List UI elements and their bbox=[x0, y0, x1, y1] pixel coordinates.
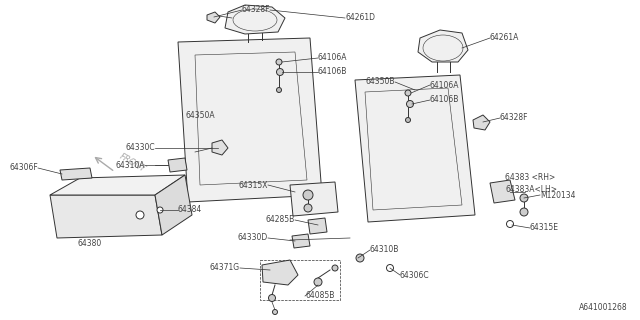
Text: 64330C: 64330C bbox=[125, 143, 155, 153]
Circle shape bbox=[387, 265, 394, 271]
Circle shape bbox=[136, 211, 144, 219]
Text: 64350A: 64350A bbox=[185, 110, 214, 119]
Circle shape bbox=[520, 194, 528, 202]
Polygon shape bbox=[290, 182, 338, 216]
Text: 64285B: 64285B bbox=[266, 215, 295, 225]
Polygon shape bbox=[308, 218, 327, 234]
Text: 64350B: 64350B bbox=[365, 77, 395, 86]
Text: 64315X: 64315X bbox=[239, 180, 268, 189]
Circle shape bbox=[273, 309, 278, 315]
Circle shape bbox=[406, 117, 410, 123]
Text: 64383 <RH>: 64383 <RH> bbox=[505, 173, 556, 182]
Polygon shape bbox=[60, 168, 92, 180]
Polygon shape bbox=[292, 234, 310, 248]
Text: FRONT: FRONT bbox=[118, 152, 147, 174]
Polygon shape bbox=[168, 158, 187, 172]
Circle shape bbox=[303, 190, 313, 200]
Text: 64384: 64384 bbox=[178, 205, 202, 214]
Circle shape bbox=[520, 208, 528, 216]
Circle shape bbox=[304, 204, 312, 212]
Text: 64328F: 64328F bbox=[500, 114, 529, 123]
Polygon shape bbox=[50, 195, 162, 238]
Text: 64306F: 64306F bbox=[9, 164, 38, 172]
Text: 64106A: 64106A bbox=[430, 81, 460, 90]
Text: 64085B: 64085B bbox=[305, 292, 334, 300]
Text: M120134: M120134 bbox=[540, 190, 575, 199]
Text: 64310A: 64310A bbox=[115, 161, 145, 170]
Text: 64371G: 64371G bbox=[210, 263, 240, 273]
Circle shape bbox=[276, 59, 282, 65]
Text: 64261A: 64261A bbox=[490, 34, 520, 43]
Circle shape bbox=[276, 87, 282, 92]
Text: 64106B: 64106B bbox=[318, 68, 348, 76]
Polygon shape bbox=[50, 175, 185, 195]
Text: 64310B: 64310B bbox=[370, 245, 399, 254]
Circle shape bbox=[314, 278, 322, 286]
Polygon shape bbox=[178, 38, 322, 202]
Text: 64261D: 64261D bbox=[345, 13, 375, 22]
Text: 64328F: 64328F bbox=[242, 5, 271, 14]
Text: 64306C: 64306C bbox=[400, 270, 429, 279]
Text: A641001268: A641001268 bbox=[579, 303, 628, 312]
Circle shape bbox=[506, 220, 513, 228]
Circle shape bbox=[405, 90, 411, 96]
Text: 64106B: 64106B bbox=[430, 95, 460, 105]
Circle shape bbox=[276, 68, 284, 76]
Circle shape bbox=[269, 294, 275, 301]
Polygon shape bbox=[262, 260, 298, 285]
Circle shape bbox=[356, 254, 364, 262]
Polygon shape bbox=[212, 140, 228, 155]
Text: 64315E: 64315E bbox=[530, 223, 559, 233]
Polygon shape bbox=[225, 5, 285, 34]
Text: 64383A<LH>: 64383A<LH> bbox=[505, 186, 557, 195]
Circle shape bbox=[406, 100, 413, 108]
Circle shape bbox=[157, 207, 163, 213]
Polygon shape bbox=[355, 75, 475, 222]
Polygon shape bbox=[155, 175, 192, 235]
Text: 64380: 64380 bbox=[78, 238, 102, 247]
Text: 64106A: 64106A bbox=[318, 53, 348, 62]
Polygon shape bbox=[207, 12, 220, 23]
Circle shape bbox=[332, 265, 338, 271]
Polygon shape bbox=[418, 30, 468, 62]
Polygon shape bbox=[490, 180, 515, 203]
Polygon shape bbox=[473, 115, 490, 130]
Text: 64330D: 64330D bbox=[237, 234, 268, 243]
